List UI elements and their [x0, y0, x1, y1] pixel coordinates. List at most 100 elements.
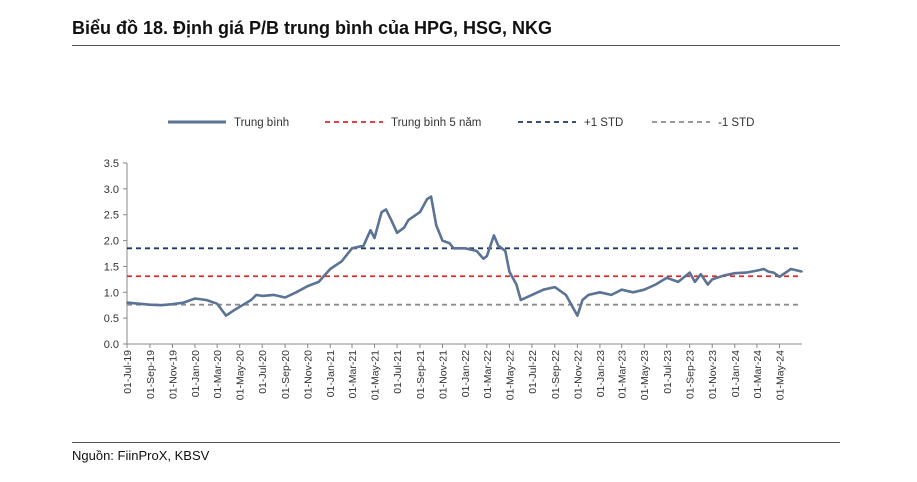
x-tick-label: 01-Jul-23: [662, 350, 674, 394]
x-tick-label: 01-Jan-22: [460, 350, 472, 397]
data-point: [632, 291, 634, 294]
data-point: [599, 291, 601, 294]
data-point: [396, 232, 398, 234]
footer-divider: [72, 442, 840, 443]
data-point: [699, 273, 702, 275]
data-point: [403, 226, 405, 229]
data-point: [772, 271, 775, 274]
y-tick-label: 0.0: [104, 339, 119, 351]
x-tick-label: 01-Jan-24: [730, 350, 742, 397]
data-point: [745, 271, 748, 274]
data-point: [194, 297, 196, 300]
y-tick-label: 2.5: [104, 210, 119, 222]
data-point: [369, 229, 372, 232]
y-tick-label: 0.5: [104, 313, 119, 325]
data-point: [126, 301, 128, 304]
x-tick-label: 01-Sep-19: [145, 350, 157, 399]
data-point: [464, 247, 466, 250]
data-point: [475, 250, 478, 252]
x-tick-label: 01-Mar-20: [212, 350, 224, 399]
data-point: [419, 211, 421, 213]
x-tick-label: 01-Nov-20: [303, 350, 315, 399]
data-point: [373, 237, 376, 239]
data-point: [497, 244, 500, 247]
x-tick-label: 01-May-23: [639, 350, 651, 400]
data-point: [801, 270, 803, 273]
data-point: [435, 224, 438, 226]
data-point: [160, 304, 162, 307]
data-point: [380, 211, 383, 213]
data-point: [576, 314, 579, 317]
data-point: [317, 281, 320, 283]
x-tick-label: 01-Nov-21: [438, 350, 450, 399]
x-tick-label: 01-Nov-19: [167, 350, 179, 399]
data-point: [587, 294, 590, 296]
data-point: [255, 294, 258, 296]
x-tick-label: 01-Sep-22: [550, 350, 562, 399]
data-point: [205, 299, 208, 301]
legend-label: Trung bình 5 năm: [391, 117, 481, 129]
title-divider: [72, 45, 840, 46]
data-point: [733, 272, 736, 274]
data-point: [261, 295, 264, 297]
x-tick-label: 01-Nov-22: [572, 350, 584, 399]
data-point: [216, 302, 218, 305]
data-point: [441, 239, 444, 242]
x-tick-label: 01-Jan-21: [325, 350, 337, 397]
x-tick-label: 01-Mar-22: [482, 350, 494, 399]
data-point: [137, 302, 140, 305]
y-tick-label: 3.0: [104, 184, 119, 196]
data-point: [790, 268, 792, 270]
x-tick-label: 01-May-24: [774, 350, 786, 400]
data-point: [711, 278, 714, 281]
x-tick-label: 01-Jul-22: [527, 350, 539, 394]
data-point: [581, 299, 584, 301]
data-point: [182, 301, 185, 304]
data-point: [486, 255, 488, 257]
legend-label: Trung bình: [234, 117, 289, 129]
data-point: [232, 309, 235, 312]
data-point: [149, 303, 151, 306]
x-tick-label: 01-Jan-20: [190, 350, 202, 397]
data-point: [515, 283, 518, 286]
data-point: [756, 269, 758, 272]
data-point: [238, 305, 241, 308]
data-point: [610, 294, 613, 296]
x-tick-label: 01-Mar-23: [617, 350, 629, 399]
data-point: [531, 294, 533, 296]
data-point: [694, 281, 696, 283]
data-point: [643, 288, 646, 291]
data-point: [295, 291, 298, 294]
data-point: [508, 270, 511, 273]
data-point: [430, 195, 432, 198]
data-point: [407, 219, 410, 221]
y-tick-label: 1.5: [104, 261, 119, 273]
line-chart: Trung bình Trung bình 5 năm +1 STD -1 STD 0…: [104, 117, 803, 400]
data-point: [329, 268, 332, 270]
data-point: [171, 303, 174, 305]
axes: 0.0 0.5 1.0 1.5 2.0 2.5 3.0 3.5 01-Jul-19 01-Sep-…: [104, 158, 802, 400]
x-tick-label: 01-Mar-21: [347, 350, 359, 399]
data-point: [706, 283, 709, 286]
series-line-0: [126, 195, 803, 317]
data-point: [426, 198, 428, 200]
source-note: Nguồn: FiinProX, KBSV: [72, 448, 210, 463]
data-point: [482, 257, 485, 260]
data-point: [225, 314, 227, 317]
x-tick-label: 01-Sep-21: [415, 350, 427, 399]
data-point: [272, 294, 275, 296]
data-point: [565, 294, 567, 296]
data-point: [351, 247, 353, 250]
data-point: [542, 288, 545, 291]
x-tick-label: 01-Sep-20: [280, 350, 292, 399]
data-point: [520, 299, 522, 301]
legend: Trung bình Trung bình 5 năm +1 STD -1 STD: [168, 117, 754, 129]
x-tick-label: 01-Nov-23: [707, 350, 719, 399]
y-tick-label: 3.5: [104, 158, 119, 170]
x-tick-label: 01-Sep-23: [685, 350, 697, 399]
legend-label: -1 STD: [718, 117, 754, 129]
data-point: [385, 208, 387, 211]
data-point: [677, 281, 680, 283]
x-tick-label: 01-Jul-20: [257, 350, 269, 394]
data-point: [362, 244, 365, 247]
